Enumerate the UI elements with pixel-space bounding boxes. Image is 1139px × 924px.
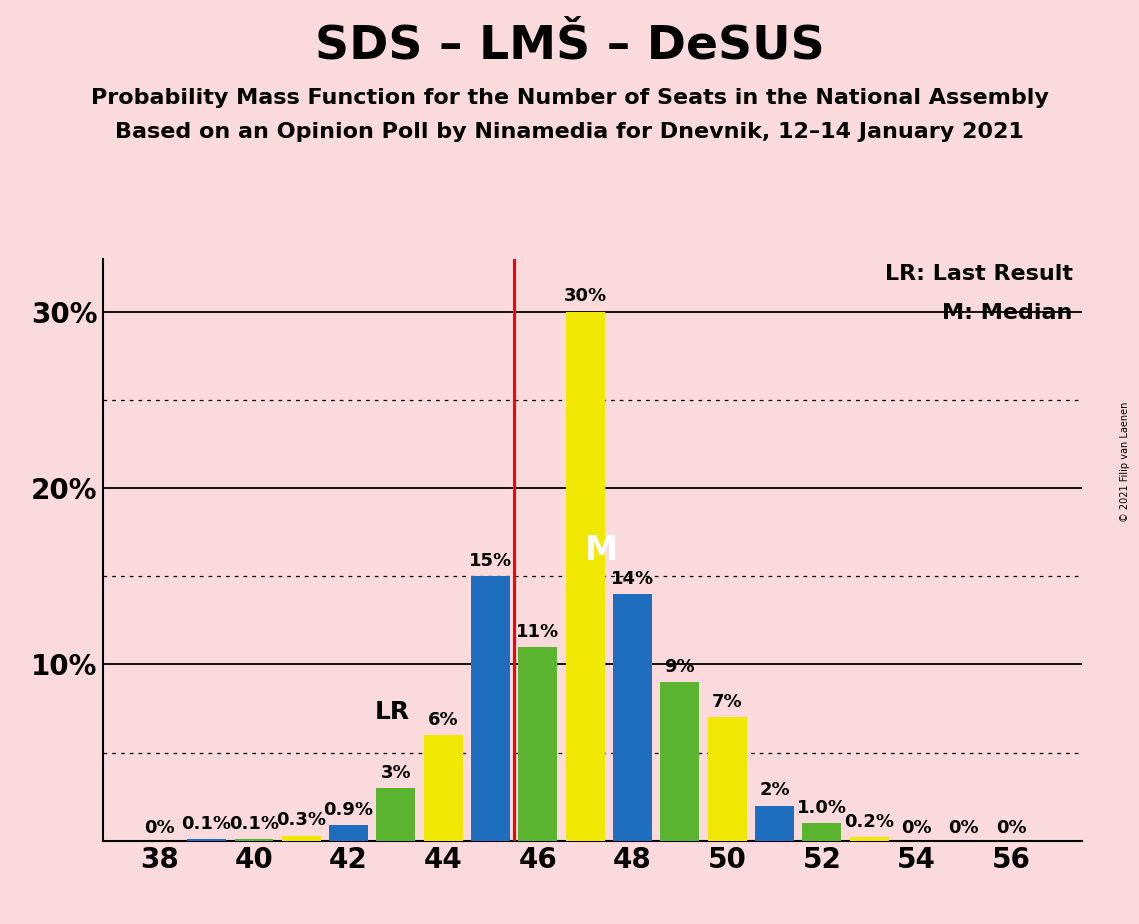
Text: 2%: 2% [760,782,789,799]
Bar [802,823,842,841]
Text: 0%: 0% [995,819,1026,837]
Text: 0.1%: 0.1% [181,815,231,833]
Text: © 2021 Filip van Laenen: © 2021 Filip van Laenen [1120,402,1130,522]
Text: 30%: 30% [564,287,607,306]
Bar [707,717,746,841]
Bar [281,835,321,841]
Text: 14%: 14% [611,570,654,588]
Text: 9%: 9% [664,658,695,676]
Text: 1.0%: 1.0% [797,799,846,817]
Bar [613,594,652,841]
Text: SDS – LMŠ – DeSUS: SDS – LMŠ – DeSUS [314,23,825,68]
Bar [329,825,368,841]
Text: 0%: 0% [901,819,932,837]
Bar [755,806,794,841]
Text: 0%: 0% [949,819,980,837]
Text: 6%: 6% [428,711,459,729]
Bar [472,577,510,841]
Text: 15%: 15% [469,552,513,570]
Text: Based on an Opinion Poll by Ninamedia for Dnevnik, 12–14 January 2021: Based on an Opinion Poll by Ninamedia fo… [115,122,1024,142]
Bar [566,311,605,841]
Text: M: Median: M: Median [942,303,1073,322]
Text: 0%: 0% [144,819,174,837]
Text: LR: LR [375,700,410,724]
Text: 11%: 11% [516,623,559,640]
Text: Probability Mass Function for the Number of Seats in the National Assembly: Probability Mass Function for the Number… [91,88,1048,108]
Text: 7%: 7% [712,693,743,711]
Bar [424,735,462,841]
Text: 0.9%: 0.9% [323,801,374,819]
Bar [377,788,416,841]
Bar [187,839,226,841]
Bar [235,839,273,841]
Bar [661,682,699,841]
Bar [850,837,888,841]
Text: 0.3%: 0.3% [277,811,326,830]
Text: 0.2%: 0.2% [844,813,894,832]
Text: 3%: 3% [380,764,411,782]
Bar [518,647,557,841]
Text: LR: Last Result: LR: Last Result [885,264,1073,284]
Text: M: M [585,534,618,567]
Text: 0.1%: 0.1% [229,815,279,833]
